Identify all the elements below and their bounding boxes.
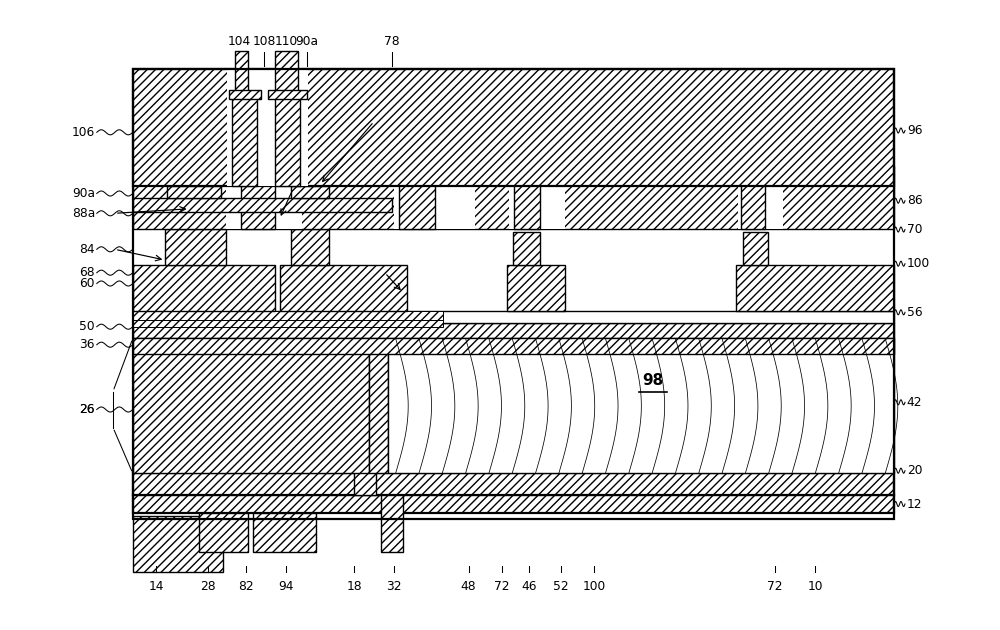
Bar [235,51,248,93]
Bar [133,473,894,495]
Text: 90a: 90a [295,35,318,48]
Bar [514,180,540,229]
Text: 90a: 90a [72,187,95,200]
Bar [133,311,443,321]
Bar [252,513,316,552]
Bar [226,176,302,229]
Text: 60: 60 [80,277,95,290]
Text: 88a: 88a [72,207,95,220]
Bar [394,176,475,229]
Bar [291,186,329,198]
Text: 46: 46 [521,580,537,593]
Text: 106: 106 [72,126,95,139]
Text: 72: 72 [767,580,782,593]
Text: 100: 100 [907,257,930,270]
Text: 10: 10 [807,580,823,593]
Bar [513,232,540,265]
Text: 84: 84 [79,243,95,256]
Text: 50: 50 [79,320,95,333]
Text: 78: 78 [384,35,400,48]
Bar [198,513,248,552]
Bar [241,176,275,229]
Bar [133,338,369,473]
Bar [507,265,565,311]
Bar [133,321,443,327]
Bar [133,166,894,229]
Text: 48: 48 [461,580,476,593]
Bar [229,90,261,99]
Text: 82: 82 [238,580,254,593]
Bar [133,516,223,571]
Bar [227,69,308,186]
Bar [354,342,376,495]
Text: 26: 26 [80,403,95,416]
Text: 68: 68 [79,266,95,279]
Text: 20: 20 [907,464,922,477]
Text: 110: 110 [274,35,297,48]
Text: 36: 36 [80,338,95,351]
Text: 32: 32 [386,580,402,593]
Bar [275,93,300,186]
Text: 12: 12 [907,498,922,510]
Bar [167,186,221,198]
Text: 14: 14 [148,580,164,593]
Text: 86: 86 [907,194,922,207]
Text: 108: 108 [253,35,276,48]
Bar [399,176,435,229]
Text: 70: 70 [907,223,922,236]
Bar [275,51,298,93]
Bar [232,93,257,186]
Text: 18: 18 [346,580,362,593]
Text: 72: 72 [494,580,510,593]
Text: 28: 28 [200,580,215,593]
Text: 26: 26 [80,403,95,416]
Bar [736,265,894,311]
Bar [291,229,329,265]
Text: 100: 100 [583,580,606,593]
Text: 98: 98 [642,373,664,388]
Bar [381,495,403,552]
Bar [509,176,565,229]
Bar [133,265,275,311]
Bar [133,338,894,353]
Bar [738,176,783,229]
Text: 96: 96 [907,124,922,137]
Bar [133,495,894,513]
Bar [133,69,894,186]
Bar [280,265,407,311]
Bar [133,323,894,338]
Bar [741,180,765,229]
Bar [743,232,768,265]
Bar [133,311,894,323]
Bar [165,229,226,265]
Text: 94: 94 [278,580,294,593]
Bar [133,69,894,519]
Bar [388,338,894,473]
Text: 42: 42 [907,396,922,409]
Bar [369,338,388,473]
Text: 52: 52 [553,580,569,593]
Text: 104: 104 [227,35,251,48]
Bar [133,198,392,212]
Bar [268,90,307,99]
Text: 56: 56 [907,306,922,319]
